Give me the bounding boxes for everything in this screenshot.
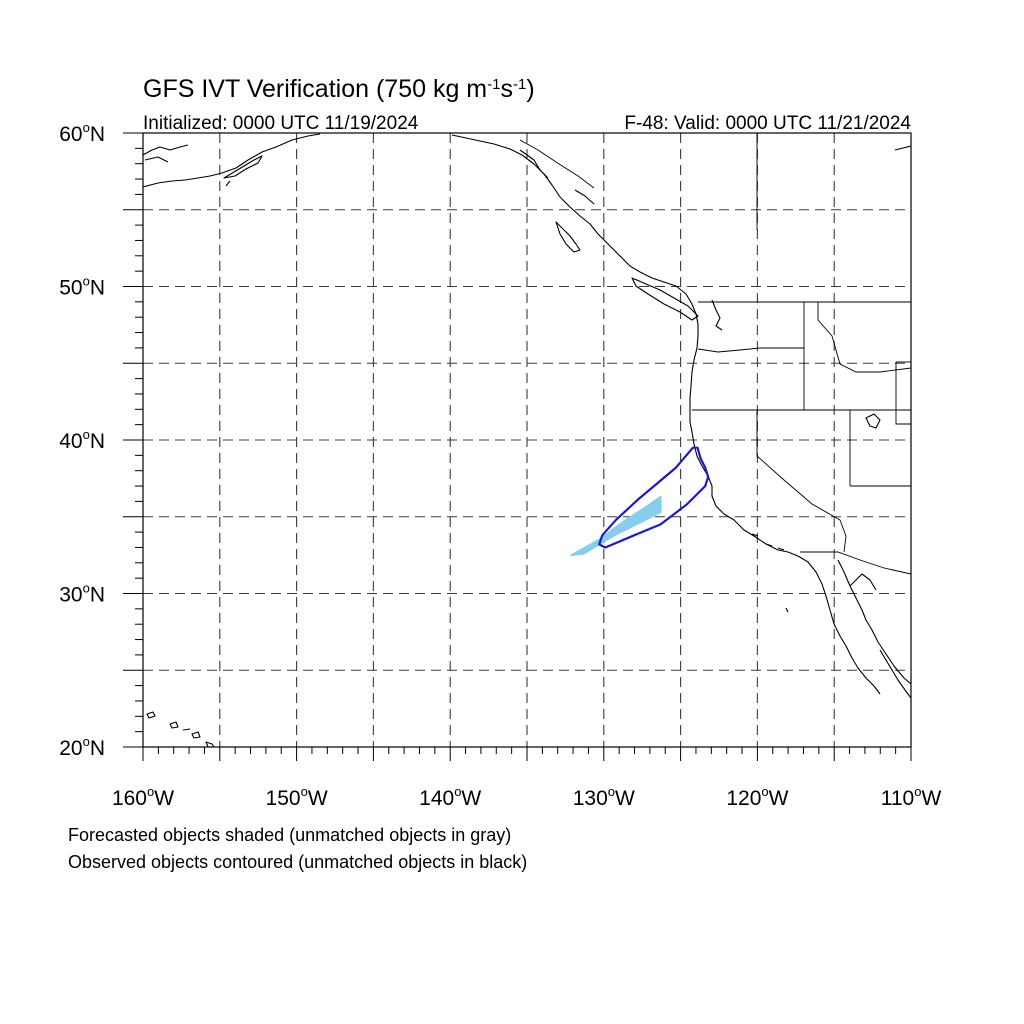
grid-lines [143, 133, 911, 747]
axis-tick-labels: 160oW 150oW 140oW 130oW 120oW 110oW 20oN 30oN 40… [59, 120, 941, 810]
map-title: GFS IVT Verification (750 kg m-1s-1) [143, 75, 535, 103]
valid-time-label: F-48: Valid: 0000 UTC 11/21/2024 [624, 113, 911, 134]
x-tick-label: 150oW [266, 784, 328, 810]
axis-ticks [123, 132, 912, 761]
observed-ivt-contour [598, 446, 710, 549]
observed-objects [598, 446, 710, 549]
observed-footnote: Observed objects contoured (unmatched ob… [68, 852, 528, 872]
coastlines [143, 133, 911, 747]
init-time-label: Initialized: 0000 UTC 11/19/2024 [143, 113, 419, 134]
x-tick-label: 110oW [881, 784, 942, 810]
y-tick-label: 50oN [59, 274, 105, 300]
x-tick-label: 160oW [112, 784, 174, 810]
forecast-ivt-object [570, 495, 662, 557]
y-tick-label: 30oN [59, 581, 105, 607]
y-tick-label: 40oN [59, 427, 105, 453]
forecast-footnote: Forecasted objects shaded (unmatched obj… [68, 825, 512, 845]
y-tick-label: 60oN [59, 120, 105, 146]
x-tick-label: 130oW [573, 784, 635, 810]
x-tick-label: 140oW [419, 784, 481, 810]
political-borders [519, 133, 911, 575]
x-tick-label: 120oW [726, 784, 788, 810]
forecast-objects [570, 495, 662, 557]
y-tick-label: 20oN [59, 734, 105, 760]
